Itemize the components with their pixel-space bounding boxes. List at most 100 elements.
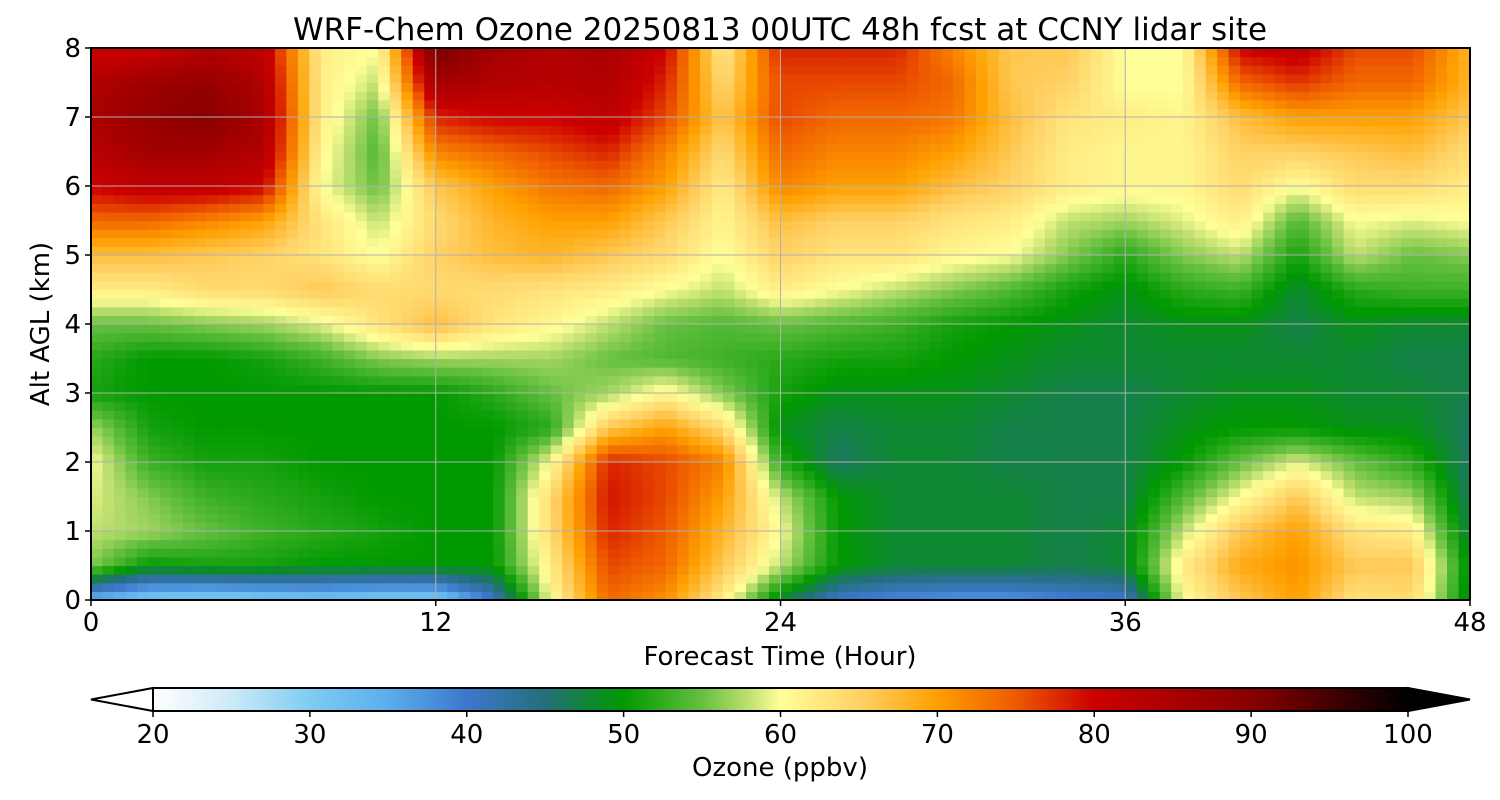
ozone-cell — [654, 410, 667, 420]
ozone-cell — [343, 246, 356, 256]
ozone-cell — [1171, 548, 1184, 558]
ozone-cell — [389, 531, 402, 541]
ozone-cell — [1240, 375, 1253, 385]
ozone-cell — [1251, 453, 1264, 463]
ozone-cell — [1148, 548, 1161, 558]
ozone-cell — [194, 496, 207, 506]
ozone-cell — [791, 505, 805, 515]
ozone-cell — [504, 531, 517, 541]
ozone-cell — [1251, 332, 1264, 342]
ozone-cell — [665, 401, 678, 411]
ozone-cell — [1044, 479, 1057, 489]
ozone-cell — [458, 393, 471, 403]
ozone-cell — [1021, 375, 1034, 385]
ozone-cell — [826, 548, 839, 558]
ozone-cell — [1424, 358, 1437, 368]
ozone-cell — [102, 565, 115, 575]
ozone-cell — [1412, 298, 1425, 308]
ozone-cell — [814, 487, 828, 498]
ozone-cell — [918, 531, 931, 541]
ozone-cell — [1067, 505, 1080, 515]
ozone-cell — [343, 496, 356, 506]
ozone-cell — [1412, 582, 1425, 592]
ozone-cell — [493, 539, 506, 549]
ozone-cell — [906, 349, 919, 360]
ozone-cell — [814, 470, 828, 480]
ozone-cell — [849, 505, 862, 515]
ozone-cell — [343, 306, 356, 316]
ozone-cell — [493, 332, 506, 342]
ozone-cell — [1021, 453, 1034, 463]
ozone-cell — [1435, 246, 1448, 256]
ozone-cell — [998, 384, 1011, 394]
ozone-cell — [654, 548, 667, 558]
ozone-cell — [182, 263, 196, 273]
ozone-cell — [527, 341, 540, 351]
ozone-cell — [1079, 427, 1092, 437]
ozone-cell — [700, 393, 713, 403]
ozone-cell — [1228, 367, 1241, 377]
ozone-cell — [941, 522, 954, 532]
ozone-cell — [918, 393, 931, 403]
ozone-cell — [803, 565, 816, 575]
ozone-cell — [723, 358, 736, 368]
ozone-cell — [769, 289, 782, 299]
ozone-cell — [1033, 470, 1046, 480]
ozone-cell — [814, 453, 828, 463]
ozone-cell — [1447, 436, 1460, 446]
ozone-cell — [596, 246, 609, 256]
ozone-cell — [332, 367, 345, 377]
ozone-cell — [665, 272, 678, 282]
ozone-cell — [642, 444, 655, 454]
ozone-cell — [826, 582, 839, 592]
ozone-cell — [1251, 384, 1264, 394]
ozone-cell — [596, 272, 609, 282]
ozone-cell — [527, 237, 540, 247]
ozone-cell — [516, 487, 529, 498]
ozone-cell — [493, 470, 506, 480]
ozone-cell — [1194, 332, 1207, 342]
ozone-cell — [573, 574, 586, 584]
ozone-cell — [458, 349, 471, 360]
ozone-cell — [757, 375, 770, 385]
ozone-cell — [803, 332, 816, 342]
ozone-cell — [297, 289, 310, 299]
ozone-cell — [1378, 384, 1391, 394]
ozone-cell — [1033, 462, 1046, 472]
ozone-cell — [1136, 462, 1149, 472]
ozone-cell — [872, 565, 885, 575]
ozone-cell — [642, 479, 655, 489]
ozone-cell — [619, 393, 632, 403]
ozone-cell — [1228, 574, 1241, 584]
ozone-cell — [1309, 289, 1322, 299]
ozone-cell — [286, 513, 299, 523]
ozone-cell — [493, 418, 506, 429]
ozone-cell — [470, 462, 483, 472]
ozone-cell — [343, 556, 356, 567]
ozone-cell — [539, 539, 552, 549]
ozone-cell — [1343, 556, 1356, 567]
ozone-cell — [849, 280, 862, 291]
ozone-cell — [1251, 358, 1264, 368]
ozone-cell — [952, 565, 965, 575]
ozone-cell — [1194, 513, 1207, 523]
ozone-cell — [1182, 522, 1195, 532]
ozone-cell — [1205, 384, 1218, 394]
ozone-cell — [504, 470, 517, 480]
ozone-cell — [1010, 393, 1023, 403]
ozone-cell — [1297, 358, 1310, 368]
ozone-cell — [194, 582, 207, 592]
ozone-cell — [378, 358, 391, 368]
ozone-cell — [596, 315, 609, 325]
ozone-cell — [860, 410, 874, 420]
ozone-cell — [780, 418, 793, 429]
ozone-cell — [401, 487, 414, 498]
ozone-cell — [837, 453, 851, 463]
ozone-cell — [860, 349, 874, 360]
ozone-cell — [1332, 487, 1345, 498]
ozone-cell — [171, 591, 184, 600]
ozone-cell — [1286, 272, 1299, 282]
ozone-cell — [1320, 289, 1333, 299]
ozone-cell — [814, 263, 828, 273]
ozone-cell — [539, 341, 552, 351]
